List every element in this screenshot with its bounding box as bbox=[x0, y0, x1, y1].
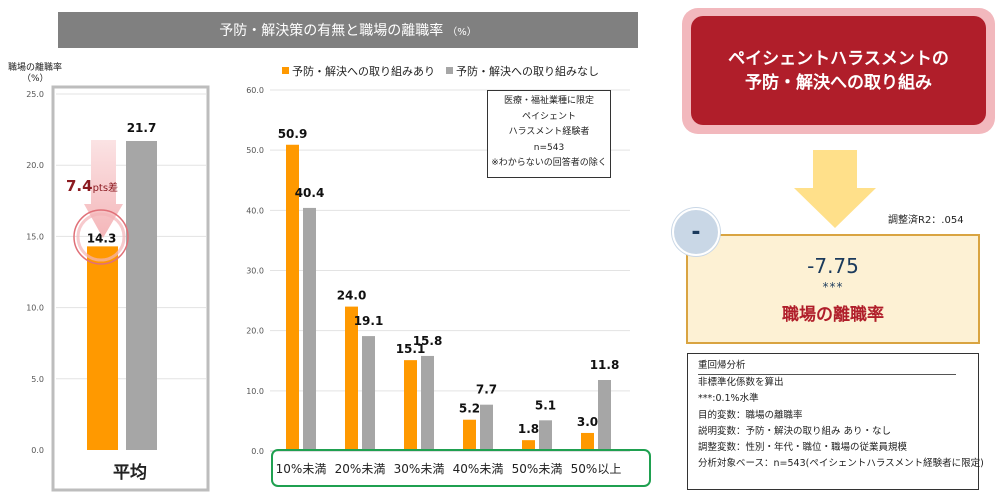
y-tick-label: 20.0 bbox=[26, 161, 44, 170]
bar-value-label: 21.7 bbox=[127, 121, 157, 135]
predictor-label-line2: 予防・解決への取り組み bbox=[745, 72, 932, 93]
note-line: 医療・福祉業種に限定 bbox=[503, 96, 594, 106]
distribution-bar-chart: 0.0 10.0 20.0 30.0 40.0 50.0 60.0 50.9 40.4 24.0… bbox=[246, 64, 630, 476]
category-label: 20%未満 bbox=[335, 462, 386, 476]
y-tick-label: 0.0 bbox=[31, 446, 44, 455]
y-tick-label: 40.0 bbox=[246, 206, 264, 215]
category-label: 50%未満 bbox=[512, 462, 563, 476]
significance-stars: *** bbox=[822, 280, 844, 294]
left-tick-labels: 0.0 5.0 10.0 15.0 20.0 25.0 bbox=[26, 90, 44, 455]
y-tick-label: 60.0 bbox=[246, 86, 264, 95]
bar-without-measures bbox=[598, 380, 611, 451]
bar-without-measures bbox=[480, 404, 493, 451]
info-line: 調整変数：性別・年代・職位・職場の従業員規模 bbox=[698, 442, 908, 454]
note-line: ハラスメント経験者 bbox=[508, 127, 590, 137]
category-label-average: 平均 bbox=[113, 462, 147, 483]
bar-with-measures bbox=[581, 432, 594, 451]
bar-value-label: 1.8 bbox=[518, 422, 539, 436]
y-tick-label: 5.0 bbox=[31, 375, 44, 384]
bar-value-label: 5.2 bbox=[459, 402, 480, 416]
legend-label-without-measures: 予防・解決への取り組みなし bbox=[456, 64, 599, 78]
note-line: ※わからないの回答者の除く bbox=[491, 158, 607, 168]
analysis-info-box: 重回帰分析 非標準化係数を算出 ***:0.1%水準 目的変数：職場の離職率 説… bbox=[687, 353, 984, 490]
chart-legend: 予防・解決への取り組みあり 予防・解決への取り組みなし bbox=[282, 64, 599, 78]
highlight-circle-inner bbox=[76, 212, 126, 262]
note-line: n=543 bbox=[533, 142, 565, 153]
bar-with-measures bbox=[522, 440, 535, 451]
average-panel-border bbox=[51, 85, 210, 492]
main-category-labels: 10%未満 20%未満 30%未満 40%未満 50%未満 50%以上 bbox=[276, 462, 622, 476]
bar-with-measures bbox=[87, 246, 118, 450]
left-bars bbox=[87, 140, 157, 450]
bar-with-measures bbox=[286, 144, 299, 452]
outcome-label: 職場の離職率 bbox=[782, 305, 884, 325]
category-label: 40%未満 bbox=[453, 462, 504, 476]
bar-without-measures bbox=[362, 336, 375, 451]
info-line: 非標準化係数を算出 bbox=[698, 377, 784, 389]
adjusted-r2: 調整済R2：.054 bbox=[888, 215, 964, 226]
y-tick-label: 20.0 bbox=[246, 327, 264, 336]
bar-with-measures bbox=[463, 419, 476, 451]
y-tick-label: 0.0 bbox=[251, 447, 264, 456]
predictor-label-line1: ペイシェントハラスメントの bbox=[728, 48, 949, 69]
main-value-labels: 50.9 40.4 24.0 19.1 15.115.8 5.2 7.7 1.8 5.1 3.0 1… bbox=[278, 127, 620, 436]
bar-value-label: 19.1 bbox=[354, 314, 384, 328]
y-tick-label: 10.0 bbox=[26, 304, 44, 313]
category-label: 10%未満 bbox=[276, 462, 327, 476]
average-bar-chart: 0.0 5.0 10.0 15.0 20.0 25.0 14.3 21.7 平均 7.4pt… bbox=[26, 85, 210, 492]
bar-value-label: 7.7 bbox=[476, 383, 497, 397]
left-y-label: 職場の離職率 bbox=[8, 63, 63, 73]
left-y-unit: （%） bbox=[22, 74, 49, 84]
info-line: 分析対象ベース：n=543(ペイシェントハラスメント経験者に限定) bbox=[698, 458, 984, 470]
difference-suffix: pts差 bbox=[93, 181, 118, 194]
legend-label-with-measures: 予防・解決への取り組みあり bbox=[292, 64, 435, 78]
legend-swatch-with-measures bbox=[282, 67, 289, 74]
highlight-circle bbox=[73, 209, 129, 265]
down-arrow-icon bbox=[794, 150, 876, 228]
info-line: 目的変数：職場の離職率 bbox=[698, 409, 803, 421]
category-label: 30%未満 bbox=[394, 462, 445, 476]
bar-with-measures bbox=[345, 306, 358, 451]
info-line: ***:0.1%水準 bbox=[698, 393, 759, 405]
main-bars bbox=[286, 144, 611, 452]
bar-value-label: 40.4 bbox=[295, 186, 325, 200]
predictor-box-inner: ペイシェントハラスメントの 予防・解決への取り組み bbox=[691, 16, 986, 125]
minus-sign-badge: - bbox=[672, 208, 720, 256]
left-value-labels: 14.3 21.7 bbox=[87, 121, 157, 245]
bar-value-label: 24.0 bbox=[337, 289, 367, 303]
category-highlight-box bbox=[271, 449, 651, 487]
legend-swatch-without-measures bbox=[446, 67, 453, 74]
regression-result-box: -7.75 *** 職場の離職率 bbox=[686, 234, 980, 344]
difference-annotation: 7.4pts差 bbox=[66, 177, 118, 195]
bar-value-label: 5.1 bbox=[535, 398, 556, 412]
y-tick-label: 15.0 bbox=[26, 232, 44, 241]
bar-without-measures bbox=[303, 207, 316, 451]
bar-value-label: 14.3 bbox=[87, 231, 117, 245]
sample-note-box: 医療・福祉業種に限定 ペイシェント ハラスメント経験者 n=543 ※わからない… bbox=[487, 90, 611, 178]
main-tick-labels: 0.0 10.0 20.0 30.0 40.0 50.0 60.0 bbox=[246, 86, 264, 456]
chart-title: 予防・解決策の有無と職場の離職率 bbox=[219, 23, 444, 39]
bar-with-measures bbox=[404, 360, 417, 451]
bar-value-label: 50.9 bbox=[278, 127, 308, 141]
bar-value-label: 11.8 bbox=[590, 358, 620, 372]
chart-title-bar: 予防・解決策の有無と職場の離職率 （%） bbox=[58, 12, 638, 48]
predictor-box: ペイシェントハラスメントの 予防・解決への取り組み bbox=[682, 8, 995, 134]
bar-without-measures bbox=[421, 355, 434, 451]
bar-value-label: 15.8 bbox=[413, 334, 443, 348]
info-title: 重回帰分析 bbox=[698, 358, 956, 376]
y-tick-label: 30.0 bbox=[246, 267, 264, 276]
note-line: ペイシェント bbox=[521, 111, 576, 122]
bar-without-measures bbox=[126, 140, 157, 450]
y-tick-label: 25.0 bbox=[26, 90, 44, 99]
info-line: 説明変数：予防・解決の取り組み あり・なし bbox=[698, 425, 892, 437]
y-tick-label: 10.0 bbox=[246, 387, 264, 396]
chart-title-unit: （%） bbox=[447, 26, 477, 38]
bar-without-measures bbox=[539, 420, 552, 451]
coefficient-value: -7.75 bbox=[807, 254, 859, 278]
bar-value-label: 3.0 bbox=[577, 415, 598, 429]
category-label: 50%以上 bbox=[571, 462, 622, 476]
y-tick-label: 50.0 bbox=[246, 146, 264, 155]
bar-value-label: 15.1 bbox=[396, 342, 426, 356]
difference-value: 7.4 bbox=[66, 177, 93, 195]
